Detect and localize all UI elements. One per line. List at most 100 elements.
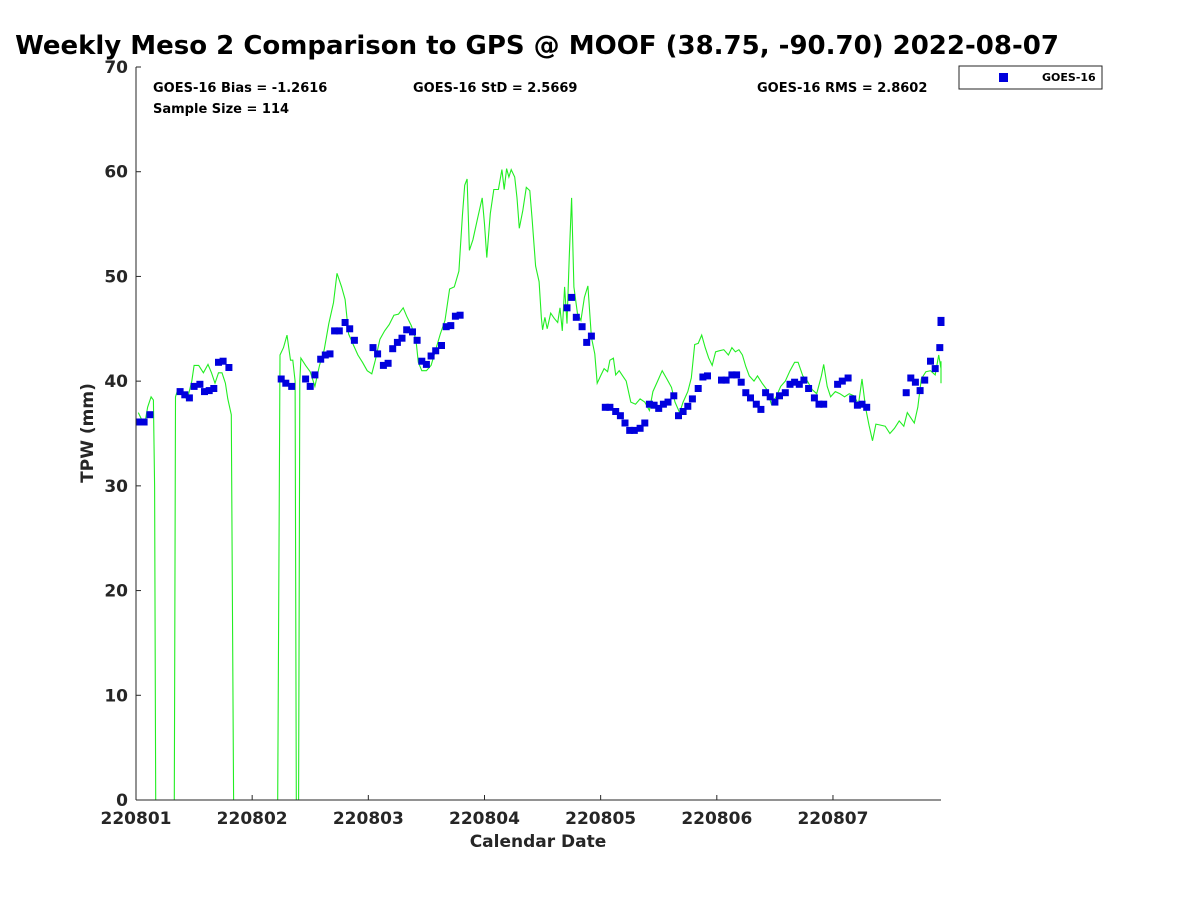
goes-16-marker <box>776 392 783 400</box>
goes-16-marker <box>688 395 696 403</box>
goes-16-marker <box>771 398 779 406</box>
goes-16-marker <box>326 350 334 358</box>
goes-16-marker <box>215 358 222 366</box>
goes-16-marker <box>902 389 910 397</box>
goes-16-marker <box>838 377 846 385</box>
goes-16-marker <box>384 359 392 367</box>
goes-16-marker <box>786 380 794 388</box>
goes-16-marker <box>136 418 143 426</box>
goes-16-marker <box>694 385 702 392</box>
goes-16-marker <box>800 376 808 384</box>
goes-16-marker <box>302 375 310 383</box>
goes-16-marker <box>140 418 148 426</box>
goes-16-marker <box>403 326 411 334</box>
goes-16-marker <box>791 378 799 386</box>
goes-16-marker <box>820 400 828 408</box>
goes-16-marker <box>733 371 741 379</box>
x-tick-label: 220807 <box>797 809 868 829</box>
goes-16-marker <box>210 385 218 392</box>
goes-16-marker <box>834 380 842 388</box>
goes-16-marker <box>853 401 861 409</box>
goes-16-marker <box>587 332 595 340</box>
goes-16-marker <box>762 389 770 397</box>
plot-area <box>136 67 941 800</box>
goes-16-marker <box>422 360 430 368</box>
goes-16-marker <box>185 394 193 402</box>
goes-16-marker <box>747 394 754 402</box>
goes-16-marker <box>805 385 813 392</box>
goes-16-marker <box>317 355 325 363</box>
goes-16-series <box>136 293 945 434</box>
x-tick-label: 220803 <box>333 809 404 829</box>
goes-16-marker <box>664 398 672 406</box>
goes-16-marker <box>606 403 614 411</box>
goes-16-marker <box>181 391 189 399</box>
legend-marker <box>999 73 1008 82</box>
goes-16-marker <box>630 426 638 434</box>
y-tick-label: 0 <box>116 791 128 811</box>
goes-16-marker <box>288 382 296 390</box>
goes-16-marker <box>418 357 426 365</box>
goes-16-marker <box>670 392 678 400</box>
goes-16-marker <box>921 376 929 384</box>
goes-16-marker <box>190 382 198 390</box>
goes-16-marker <box>146 411 154 419</box>
goes-16-marker <box>350 336 358 344</box>
gps-series-line <box>137 168 942 801</box>
goes-16-marker <box>844 374 852 382</box>
goes-16-marker <box>578 323 586 331</box>
goes-16-marker <box>456 311 464 319</box>
goes-16-marker <box>728 371 736 379</box>
goes-16-marker <box>176 388 184 396</box>
goes-16-marker <box>583 338 591 346</box>
goes-16-marker <box>201 388 208 396</box>
goes-16-marker <box>937 316 945 324</box>
goes-16-marker <box>645 400 653 408</box>
goes-16-marker <box>704 372 711 380</box>
goes-16-marker <box>341 319 349 326</box>
y-tick-label: 50 <box>104 267 128 287</box>
goes-16-marker <box>742 389 750 397</box>
goes-16-marker <box>379 361 387 369</box>
rms-annotation: GOES-16 RMS = 2.8602 <box>757 81 927 96</box>
goes-16-marker <box>572 313 580 321</box>
goes-16-marker <box>442 323 450 331</box>
goes-16-marker <box>679 408 687 415</box>
goes-16-marker <box>389 345 397 353</box>
y-tick-label: 60 <box>104 163 128 183</box>
goes-16-marker <box>636 424 644 432</box>
goes-16-marker <box>659 400 667 408</box>
goes-16-marker <box>225 364 233 371</box>
y-axis-label: TPW (mm) <box>78 383 98 483</box>
goes-16-marker <box>626 426 634 434</box>
goes-16-marker <box>907 374 915 382</box>
y-tick-label: 20 <box>104 582 128 602</box>
goes-16-marker <box>684 402 692 410</box>
goes-16-marker <box>563 304 571 312</box>
goes-16-marker <box>621 419 629 427</box>
goes-16-marker <box>810 394 818 402</box>
goes-16-marker <box>413 336 421 344</box>
goes-16-marker <box>427 352 435 360</box>
goes-16-marker <box>306 382 314 390</box>
x-tick-label: 220801 <box>101 809 172 829</box>
goes-16-marker <box>737 378 745 386</box>
goes-16-marker <box>781 389 789 397</box>
goes-16-marker <box>699 373 707 381</box>
x-tick-label: 220805 <box>565 809 636 829</box>
goes-16-marker <box>205 387 213 395</box>
goes-16-marker <box>766 393 774 401</box>
goes-16-marker <box>398 334 406 342</box>
goes-16-marker <box>331 327 339 335</box>
goes-16-marker <box>936 344 944 352</box>
goes-16-marker <box>815 400 823 408</box>
goes-16-marker <box>601 403 609 411</box>
legend: GOES-16 <box>958 65 1103 90</box>
goes-16-marker <box>451 312 459 320</box>
goes-16-marker <box>655 404 663 412</box>
goes-16-marker <box>321 351 329 359</box>
goes-16-marker <box>393 338 401 346</box>
bias-annotation: GOES-16 Bias = -1.2616 <box>153 81 327 96</box>
goes-16-marker <box>849 395 857 403</box>
goes-16-marker <box>650 401 658 409</box>
